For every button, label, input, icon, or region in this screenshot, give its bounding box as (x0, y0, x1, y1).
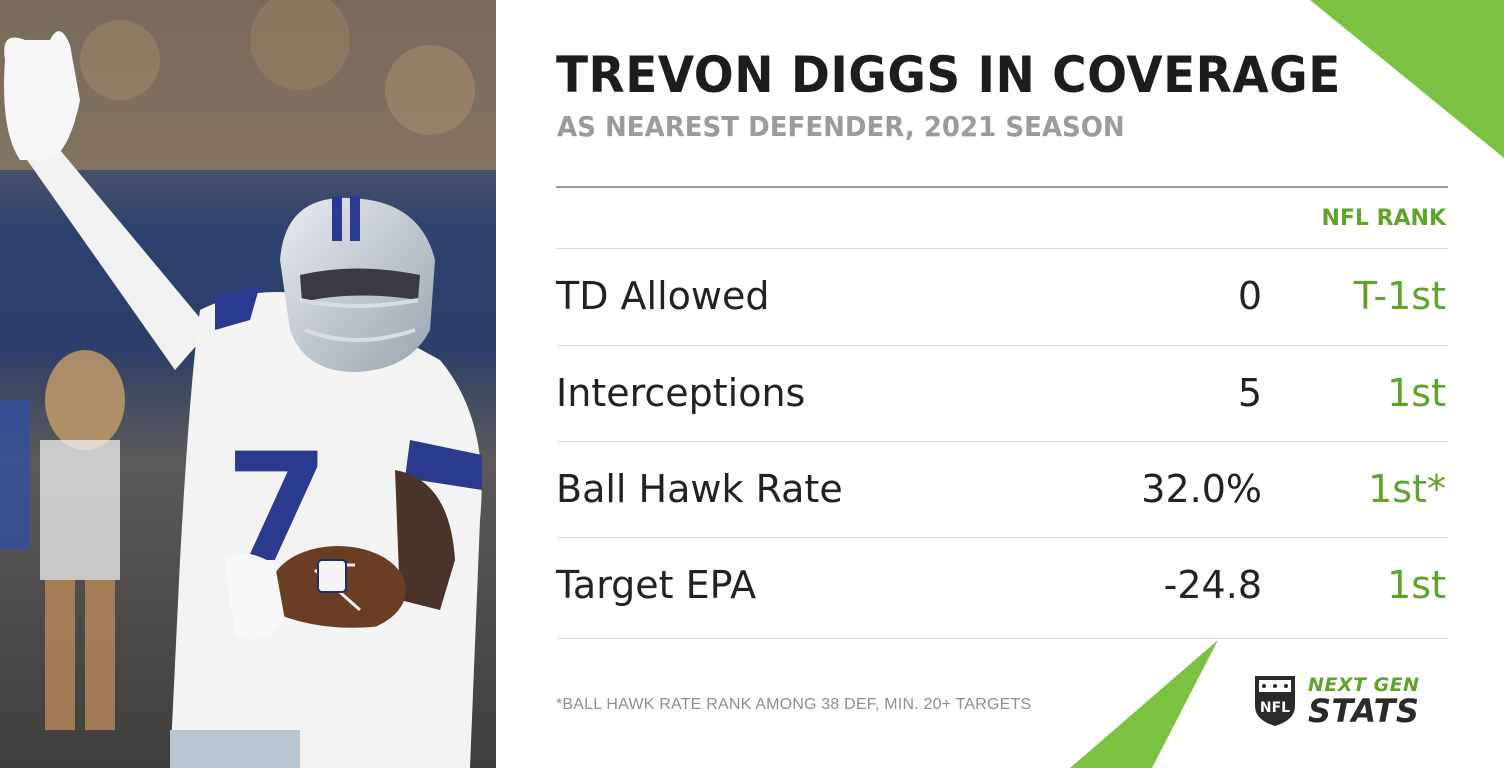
row-divider (556, 248, 1448, 249)
stat-rank: 1st (1387, 371, 1446, 415)
next-gen-stats-logo: NFL NEXT GEN STATS (1252, 672, 1448, 732)
stat-label: Ball Hawk Rate (556, 467, 843, 511)
row-divider (556, 345, 1448, 346)
stat-row: TD Allowed 0 T-1st (556, 248, 1448, 344)
stat-rank: 1st (1387, 563, 1446, 607)
stat-value: 0 (1237, 274, 1262, 318)
page-title: TREVON DIGGS IN COVERAGE (556, 46, 1341, 104)
row-divider (556, 537, 1448, 538)
player-photo: 7 (0, 0, 496, 768)
stat-row: Target EPA -24.8 1st (556, 537, 1448, 633)
stat-rank: 1st* (1368, 467, 1446, 511)
stat-label: TD Allowed (556, 274, 770, 318)
stat-label: Target EPA (556, 563, 757, 607)
stat-value: 5 (1237, 371, 1262, 415)
table-bottom-divider (556, 638, 1448, 639)
brand-line2: STATS (1308, 692, 1420, 730)
stat-rank: T-1st (1353, 274, 1446, 318)
stat-row: Interceptions 5 1st (556, 345, 1448, 441)
bottom-wedge (1070, 640, 1218, 768)
stat-value: -24.8 (1163, 563, 1262, 607)
nfl-shield-icon: NFL (1255, 676, 1295, 726)
rank-column-header: NFL RANK (1321, 206, 1446, 231)
stat-value: 32.0% (1141, 467, 1262, 511)
svg-text:NFL: NFL (1260, 700, 1290, 716)
stat-row: Ball Hawk Rate 32.0% 1st* (556, 441, 1448, 537)
top-right-wedge (1310, 0, 1504, 158)
header-divider (556, 186, 1448, 188)
footnote: *BALL HAWK RATE RANK AMONG 38 DEF, MIN. … (556, 696, 1032, 713)
brand-line1: NEXT GEN (1308, 674, 1420, 696)
stat-label: Interceptions (556, 371, 806, 415)
row-divider (556, 441, 1448, 442)
page-subtitle: AS NEAREST DEFENDER, 2021 SEASON (557, 110, 1125, 143)
